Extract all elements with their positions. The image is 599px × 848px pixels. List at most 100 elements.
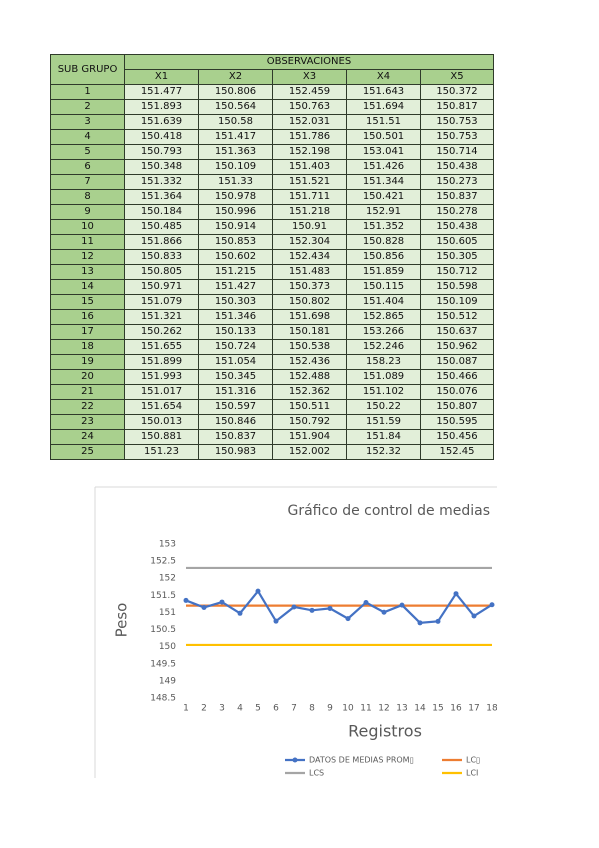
value-cell: 151.426 <box>346 159 421 175</box>
point <box>201 604 207 610</box>
value-cell: 150.372 <box>420 84 494 100</box>
group-cell: 23 <box>50 414 125 430</box>
value-cell: 150.802 <box>272 294 347 310</box>
x-tick-label: 15 <box>432 704 443 714</box>
value-cell: 150.828 <box>346 234 421 250</box>
x-tick-label: 4 <box>237 704 243 714</box>
value-cell: 150.856 <box>346 249 421 265</box>
value-cell: 150.806 <box>198 84 273 100</box>
point <box>291 604 297 610</box>
chart-title: Gráfico de control de medias <box>288 503 491 519</box>
value-cell: 151.694 <box>346 99 421 115</box>
group-cell: 18 <box>50 339 125 355</box>
value-cell: 152.362 <box>272 384 347 400</box>
value-cell: 152.198 <box>272 144 347 160</box>
value-cell: 151.417 <box>198 129 273 145</box>
group-cell: 11 <box>50 234 125 250</box>
value-cell: 152.865 <box>346 309 421 325</box>
column-header: X5 <box>420 69 494 85</box>
value-cell: 151.363 <box>198 144 273 160</box>
value-cell: 150.983 <box>198 444 273 460</box>
point <box>471 613 477 619</box>
value-cell: 151.332 <box>124 174 199 190</box>
value-cell: 150.456 <box>420 429 494 445</box>
value-cell: 151.218 <box>272 204 347 220</box>
table-row: 19 151.899 151.054 152.436 158.23 150.087 <box>50 354 494 370</box>
value-cell: 152.91 <box>346 204 421 220</box>
group-cell: 21 <box>50 384 125 400</box>
x-tick-label: 11 <box>360 704 371 714</box>
value-cell: 151.711 <box>272 189 347 205</box>
value-cell: 150.602 <box>198 249 273 265</box>
value-cell: 150.817 <box>420 99 494 115</box>
value-cell: 151.316 <box>198 384 273 400</box>
value-cell: 151.84 <box>346 429 421 445</box>
value-cell: 150.637 <box>420 324 494 340</box>
value-cell: 151.427 <box>198 279 273 295</box>
y-axis-label: Peso <box>113 603 131 638</box>
value-cell: 151.403 <box>272 159 347 175</box>
x-tick-label: 16 <box>450 704 462 714</box>
value-cell: 150.305 <box>420 249 494 265</box>
value-cell: 151.51 <box>346 114 421 130</box>
value-cell: 150.501 <box>346 129 421 145</box>
column-header: X3 <box>272 69 347 85</box>
table-row: 11 151.866 150.853 152.304 150.828 150.605 <box>50 234 494 250</box>
value-cell: 150.753 <box>420 114 494 130</box>
value-cell: 150.109 <box>198 159 273 175</box>
x-tick-label: 13 <box>396 704 407 714</box>
table-row: 10 150.485 150.914 150.91 151.352 150.438 <box>50 219 494 235</box>
value-cell: 150.881 <box>124 429 199 445</box>
point <box>399 602 405 608</box>
value-cell: 150.996 <box>198 204 273 220</box>
value-cell: 151.893 <box>124 99 199 115</box>
group-cell: 24 <box>50 429 125 445</box>
value-cell: 150.109 <box>420 294 494 310</box>
value-cell: 151.655 <box>124 339 199 355</box>
value-cell: 153.041 <box>346 144 421 160</box>
value-cell: 151.23 <box>124 444 199 460</box>
value-cell: 150.373 <box>272 279 347 295</box>
value-cell: 151.866 <box>124 234 199 250</box>
value-cell: 150.418 <box>124 129 199 145</box>
y-tick-label: 151 <box>159 608 176 618</box>
group-cell: 6 <box>50 159 125 175</box>
value-cell: 151.859 <box>346 264 421 280</box>
value-cell: 150.805 <box>124 264 199 280</box>
value-cell: 152.304 <box>272 234 347 250</box>
table-row: 7 151.332 151.33 151.521 151.344 150.273 <box>50 174 494 190</box>
table-row: 5 150.793 151.363 152.198 153.041 150.714 <box>50 144 494 160</box>
table-row: 25 151.23 150.983 152.002 152.32 152.45 <box>50 444 494 460</box>
chart: Gráfico de control de medias Registros P… <box>94 486 497 778</box>
value-cell: 151.698 <box>272 309 347 325</box>
value-cell: 151.483 <box>272 264 347 280</box>
value-cell: 151.639 <box>124 114 199 130</box>
table-row: 21 151.017 151.316 152.362 151.102 150.076 <box>50 384 494 400</box>
value-cell: 151.786 <box>272 129 347 145</box>
legend-label: DATOS DE MEDIAS PROM▯ <box>309 756 414 765</box>
x-tick-label: 12 <box>378 704 389 714</box>
value-cell: 150.837 <box>420 189 494 205</box>
group-cell: 3 <box>50 114 125 130</box>
x-tick-label: 5 <box>255 704 261 714</box>
value-cell: 150.273 <box>420 174 494 190</box>
group-cell: 20 <box>50 369 125 385</box>
value-cell: 150.22 <box>346 399 421 415</box>
value-cell: 151.346 <box>198 309 273 325</box>
table-row: 13 150.805 151.215 151.483 151.859 150.712 <box>50 264 494 280</box>
y-tick-label: 153 <box>159 540 176 550</box>
value-cell: 150.345 <box>198 369 273 385</box>
value-cell: 152.436 <box>272 354 347 370</box>
table-row: 15 151.079 150.303 150.802 151.404 150.109 <box>50 294 494 310</box>
value-cell: 150.184 <box>124 204 199 220</box>
value-cell: 150.466 <box>420 369 494 385</box>
value-cell: 150.421 <box>346 189 421 205</box>
value-cell: 151.904 <box>272 429 347 445</box>
y-tick-label: 152.5 <box>150 557 176 567</box>
column-header: X2 <box>198 69 273 85</box>
value-cell: 150.013 <box>124 414 199 430</box>
x-axis-label: Registros <box>348 722 422 741</box>
value-cell: 150.438 <box>420 159 494 175</box>
header-row: SUB GRUPO OBSERVACIONES <box>50 54 494 85</box>
